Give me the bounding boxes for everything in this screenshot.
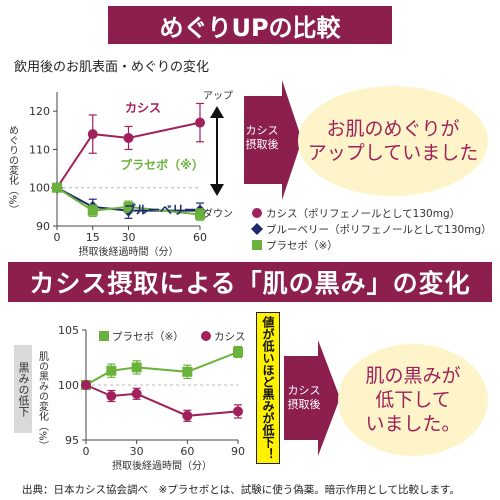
chart1-arrow-down-label: ダウン — [203, 207, 233, 220]
chart1-title: 飲用後のお肌表面・めぐりの変化 — [14, 60, 210, 75]
chart2-ytick-label: 105 — [58, 324, 79, 337]
chart1-legend-1: ブルーベリー（ポリフェノールとして130mg） — [266, 223, 492, 236]
chart1-ytick-label: 90 — [36, 220, 50, 233]
chart2-legend-0: プラセボ（※） — [112, 331, 184, 343]
title-banner-2: カシス摂取による「肌の黒み」の変化 — [8, 262, 492, 302]
chart2-series-1-point — [106, 391, 117, 401]
chart2-series-0-point — [106, 365, 117, 376]
chart2-ytick-label: 100 — [58, 379, 79, 392]
chart1-series-2-point — [87, 205, 98, 216]
chart2-legend-marker-0 — [99, 331, 109, 341]
chart2-legend-1: カシス — [214, 331, 246, 343]
chart2-ytick-label: 95 — [65, 434, 79, 447]
chart1-side-arrow — [244, 80, 302, 200]
chart1-series-0-point — [195, 117, 205, 128]
chart1-xlabel: 摂取後経過時間（分） — [79, 245, 179, 258]
chart1-ytick-label: 120 — [29, 105, 50, 118]
chart1-legend-marker-1 — [251, 223, 263, 235]
chart2-series-0-point — [233, 347, 243, 357]
chart1-side-arrow-line: カシス — [246, 124, 279, 137]
message-2: 肌の黒みが 低下して いました。 — [365, 365, 461, 435]
chart2-xlabel: 摂取後経過時間（分） — [112, 459, 212, 472]
chart2-series-1-point — [131, 388, 142, 399]
chart1-series-2-point — [123, 201, 134, 212]
message-1: お肌のめぐりが アップしていました — [307, 118, 479, 164]
chart2-series-1-point — [81, 380, 91, 390]
chart2-xtick-label: 0 — [83, 445, 90, 458]
chart1-ytick-label: 100 — [29, 182, 50, 195]
chart1-series-2-line — [56, 186, 201, 216]
chart2-series-1-point — [182, 410, 193, 421]
title-banner-1: めぐりUPの比較 — [108, 6, 392, 44]
chart2-side-arrow-line: 摂取後 — [288, 397, 321, 411]
chart1-xtick-label: 60 — [193, 231, 207, 244]
chart1-legend-marker-0 — [252, 208, 262, 218]
chart2-series-0-point — [182, 366, 193, 377]
chart1-legend-0: カシス（ポリフェノールとして130mg） — [266, 208, 460, 220]
chart2-xtick-label: 60 — [180, 445, 194, 458]
chart1-label-cassis: カシス — [125, 101, 161, 115]
chart1-label-placebo: プラセボ（※） — [120, 157, 204, 172]
footer-source: 出典：日本カシス協会調べ ※プラセボとは、試験に使う偽薬。暗示作用として比較しま… — [22, 484, 460, 496]
chart2-side-arrow — [284, 340, 340, 456]
chart1-label-blueberry: ブルーベリー — [124, 202, 196, 217]
message-cloud-2: 肌の黒みが 低下して いました。 — [338, 344, 488, 456]
chart2-side-arrow-text: カシス摂取後 — [288, 384, 321, 411]
chart1-legend-marker-2 — [252, 240, 262, 250]
chart1-side-arrow-line: 摂取後 — [246, 137, 279, 151]
chart2-ylabel: 肌の黒みの変化（%） — [37, 351, 49, 451]
chart1-arrow-up-label: アップ — [203, 90, 233, 102]
chart1-series-0-line — [56, 121, 201, 189]
side-label-darkness-drop: 黒みの低下 — [14, 345, 32, 433]
chart1-series-2-point — [52, 182, 62, 193]
chart2-side-arrow-line: カシス — [288, 384, 321, 397]
message-cloud-1: お肌のめぐりが アップしていました — [298, 86, 488, 196]
chart2-xtick-label: 90 — [231, 445, 245, 458]
chart2-xtick-label: 30 — [130, 445, 144, 458]
chart1-up-arrowhead — [210, 106, 224, 118]
chart1-xtick-label: 15 — [86, 231, 100, 244]
chart1-down-arrowhead — [210, 184, 224, 196]
chart1-ytick-label: 110 — [29, 143, 50, 156]
chart1-series-2-point — [195, 209, 205, 220]
chart1-xtick-label: 0 — [54, 231, 61, 244]
chart1-legend-2: プラセボ（※） — [266, 240, 338, 252]
chart2-legend-marker-1 — [201, 331, 211, 341]
chart1-side-arrow-text: カシス摂取後 — [246, 124, 279, 151]
chart1-xtick-label: 30 — [122, 231, 136, 244]
chart2-series-0-point — [131, 362, 142, 373]
chart1-series-0-point — [123, 132, 134, 143]
chart1-ylabel: めぐりの変化（%） — [7, 125, 19, 215]
chart2-series-1-point — [233, 406, 243, 417]
chart2-series-1-line — [85, 384, 239, 417]
callout-lower-is-better: 値が低いほど黒みが低下！ — [256, 312, 280, 464]
chart1-series-0-point — [87, 129, 98, 140]
